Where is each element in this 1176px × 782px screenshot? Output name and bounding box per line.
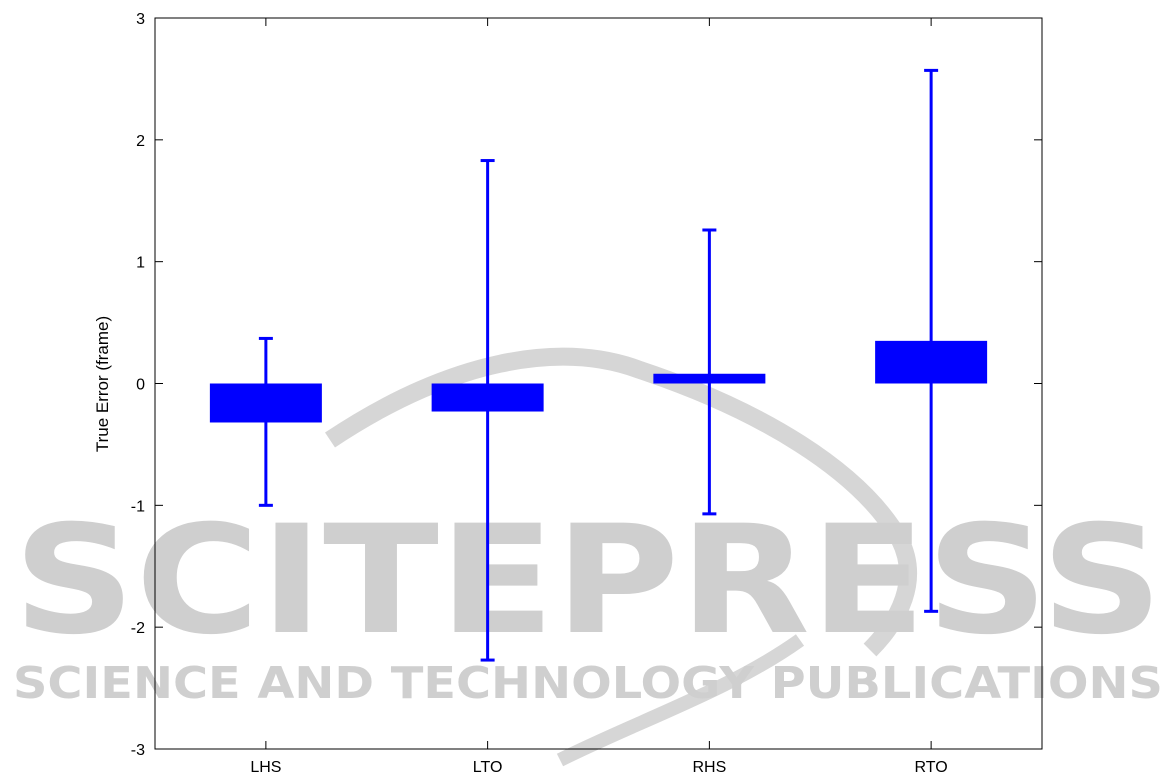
x-tick-label: LHS [250,759,281,776]
watermark-swoosh-lower [556,634,805,767]
x-tick-label: LTO [473,759,503,776]
y-tick-label: -1 [131,498,145,515]
y-axis: -3 -2 -1 0 1 2 3 [131,11,1042,759]
x-tick-label: RTO [915,759,948,776]
watermark-swoosh [325,347,917,657]
y-tick-label: 2 [136,133,145,150]
whiskers-group [258,68,939,662]
y-axis-label: True Error (frame) [93,316,112,452]
y-tick-label: 0 [136,377,145,394]
y-tick-label: -3 [131,742,145,759]
watermark-subtitle: SCIENCE AND TECHNOLOGY PUBLICATIONS [13,658,1163,709]
x-axis: LHS LTO RHS RTO [250,18,948,776]
y-tick-label: -2 [131,620,145,637]
watermark-title: SCITEPRESS [13,494,1163,668]
x-tick-label: RHS [692,759,726,776]
y-tick-label: 1 [136,255,145,272]
watermark: SCITEPRESS SCIENCE AND TECHNOLOGY PUBLIC… [13,347,1163,767]
y-tick-label: 3 [136,11,145,28]
